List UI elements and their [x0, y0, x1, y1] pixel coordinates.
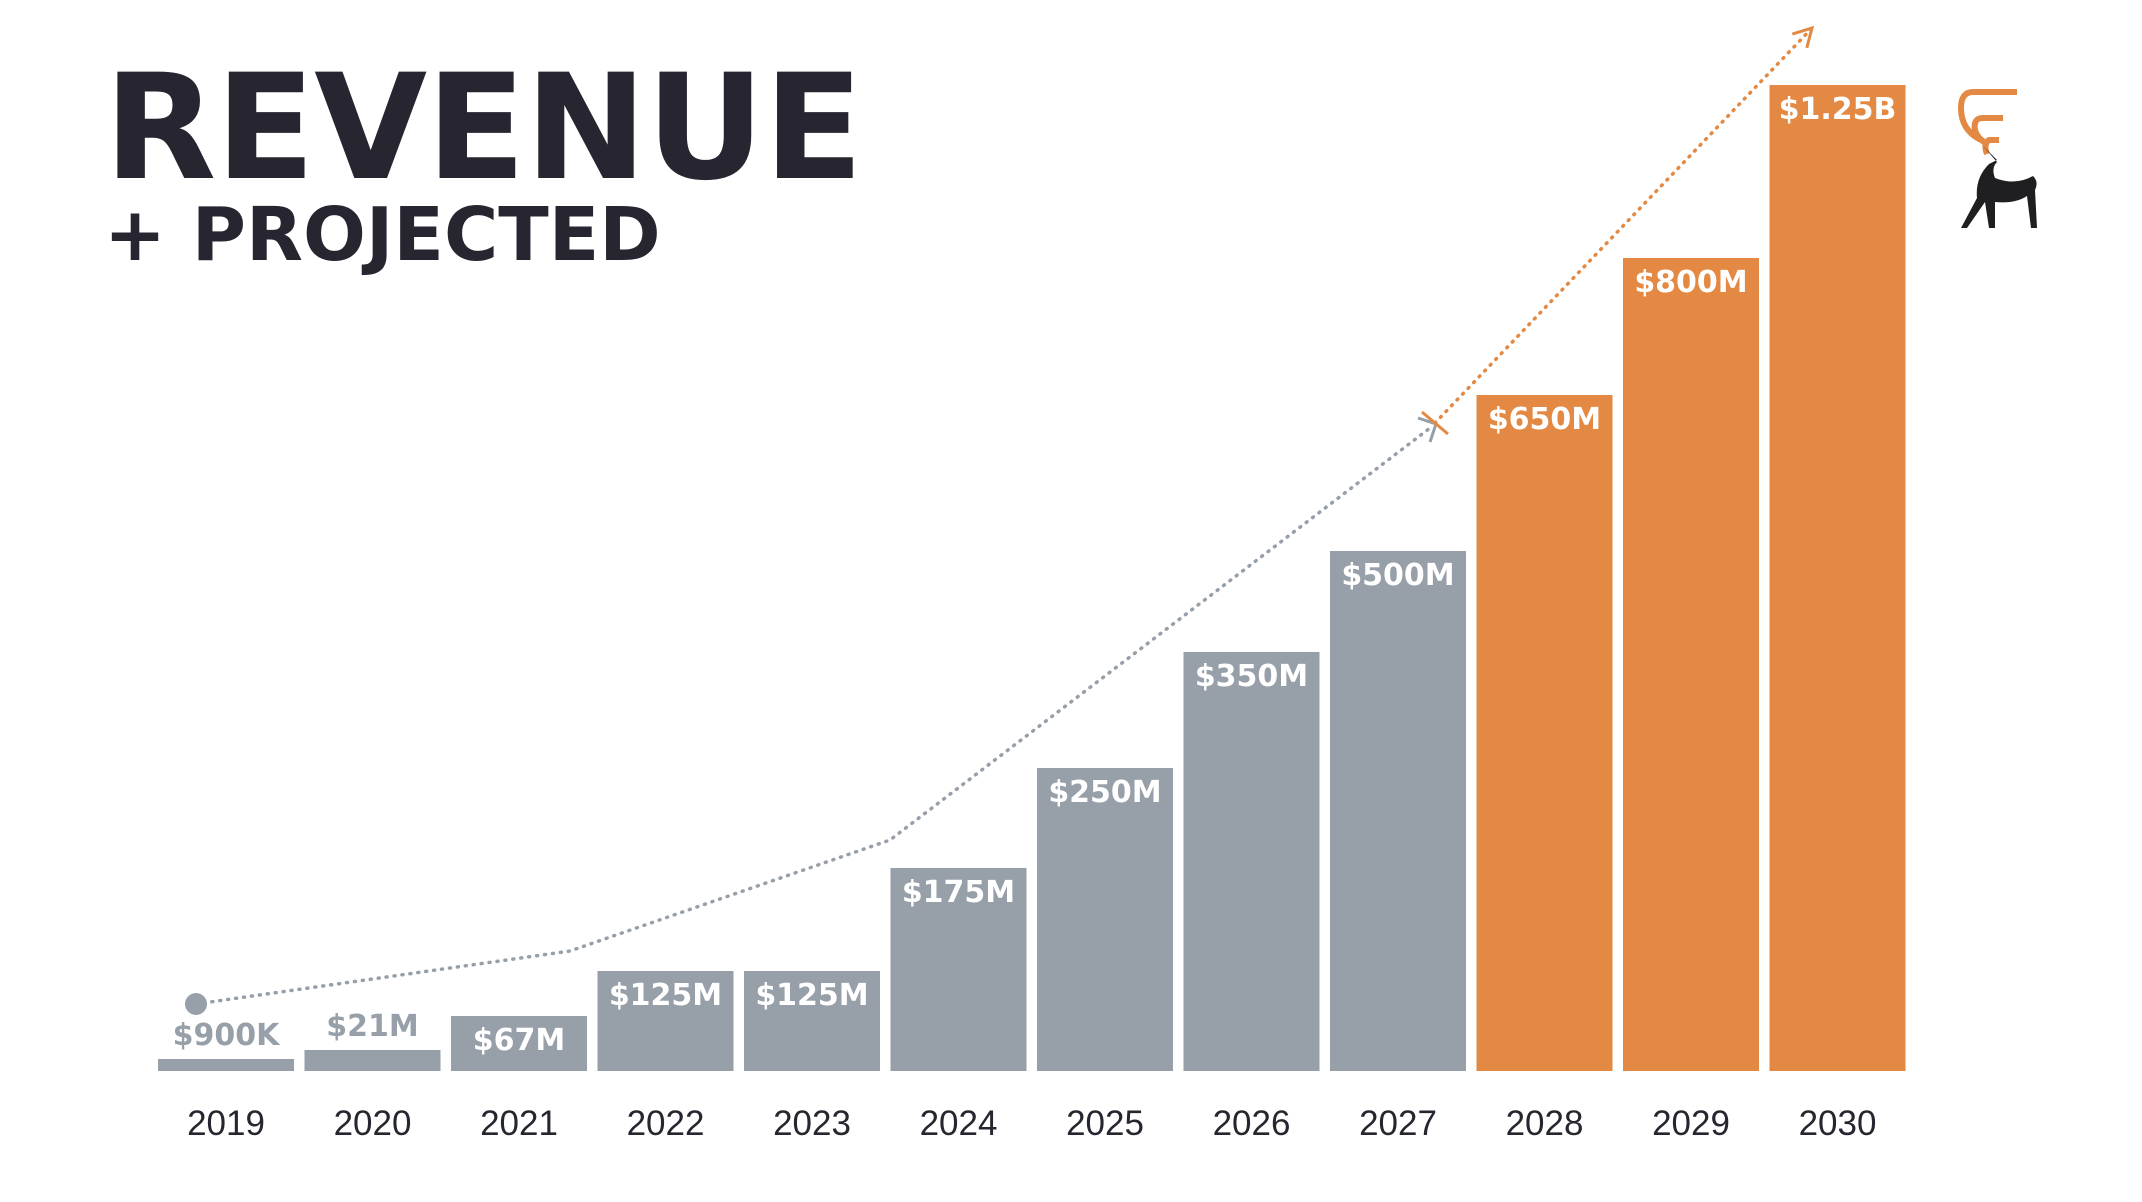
x-tick-label-2029: 2029: [1652, 1104, 1730, 1143]
data-label-2025: $250M: [1048, 775, 1161, 810]
x-tick-label-2030: 2030: [1799, 1104, 1877, 1143]
data-label-2019: $900K: [173, 1018, 281, 1053]
bar-2021: [451, 1016, 587, 1071]
bar-2029: [1623, 258, 1759, 1071]
bar-2019: [158, 1059, 294, 1071]
bar-2026: [1183, 652, 1320, 1071]
data-label-2022: $125M: [609, 978, 722, 1013]
x-tick-label-2022: 2022: [627, 1104, 705, 1143]
data-label-2028: $650M: [1488, 402, 1601, 437]
bar-2022: [597, 971, 734, 1071]
bar-2024: [890, 868, 1027, 1071]
trend-start-dot: [185, 993, 207, 1015]
x-tick-label-2021: 2021: [480, 1104, 558, 1143]
bar-2028: [1476, 395, 1613, 1071]
deer-logo-icon: [1957, 89, 2037, 228]
data-label-2021: $67M: [473, 1023, 565, 1058]
chart-subtitle: + PROJECTED: [104, 192, 661, 278]
chart-title: REVENUE: [104, 43, 863, 213]
bar-2030: [1769, 85, 1906, 1071]
x-tick-label-2024: 2024: [920, 1104, 998, 1143]
data-label-2026: $350M: [1195, 659, 1308, 694]
bar-2020: [304, 1050, 441, 1071]
bar-2025: [1037, 768, 1173, 1071]
trend-line-projected: [1433, 25, 1815, 425]
x-tick-label-2020: 2020: [334, 1104, 412, 1143]
data-label-2023: $125M: [755, 978, 868, 1013]
data-label-2020: $21M: [326, 1009, 418, 1044]
bar-2023: [744, 971, 880, 1071]
x-tick-label-2019: 2019: [187, 1104, 265, 1143]
trend-line-actual: [194, 426, 1432, 1006]
data-label-2024: $175M: [902, 875, 1015, 910]
x-tick-label-2026: 2026: [1213, 1104, 1291, 1143]
data-label-2029: $800M: [1634, 265, 1747, 300]
x-tick-label-2027: 2027: [1359, 1104, 1437, 1143]
trend-tick-projected: [1421, 410, 1449, 436]
x-tick-label-2028: 2028: [1506, 1104, 1584, 1143]
bars-group: $900K 2019 $21M 2020 $67M 2021 $125M 2022 $125M 2…: [158, 85, 1906, 1143]
bar-2027: [1330, 551, 1466, 1071]
data-label-2030: $1.25B: [1779, 92, 1897, 127]
x-tick-label-2023: 2023: [773, 1104, 851, 1143]
x-tick-label-2025: 2025: [1066, 1104, 1144, 1143]
data-label-2027: $500M: [1341, 558, 1454, 593]
